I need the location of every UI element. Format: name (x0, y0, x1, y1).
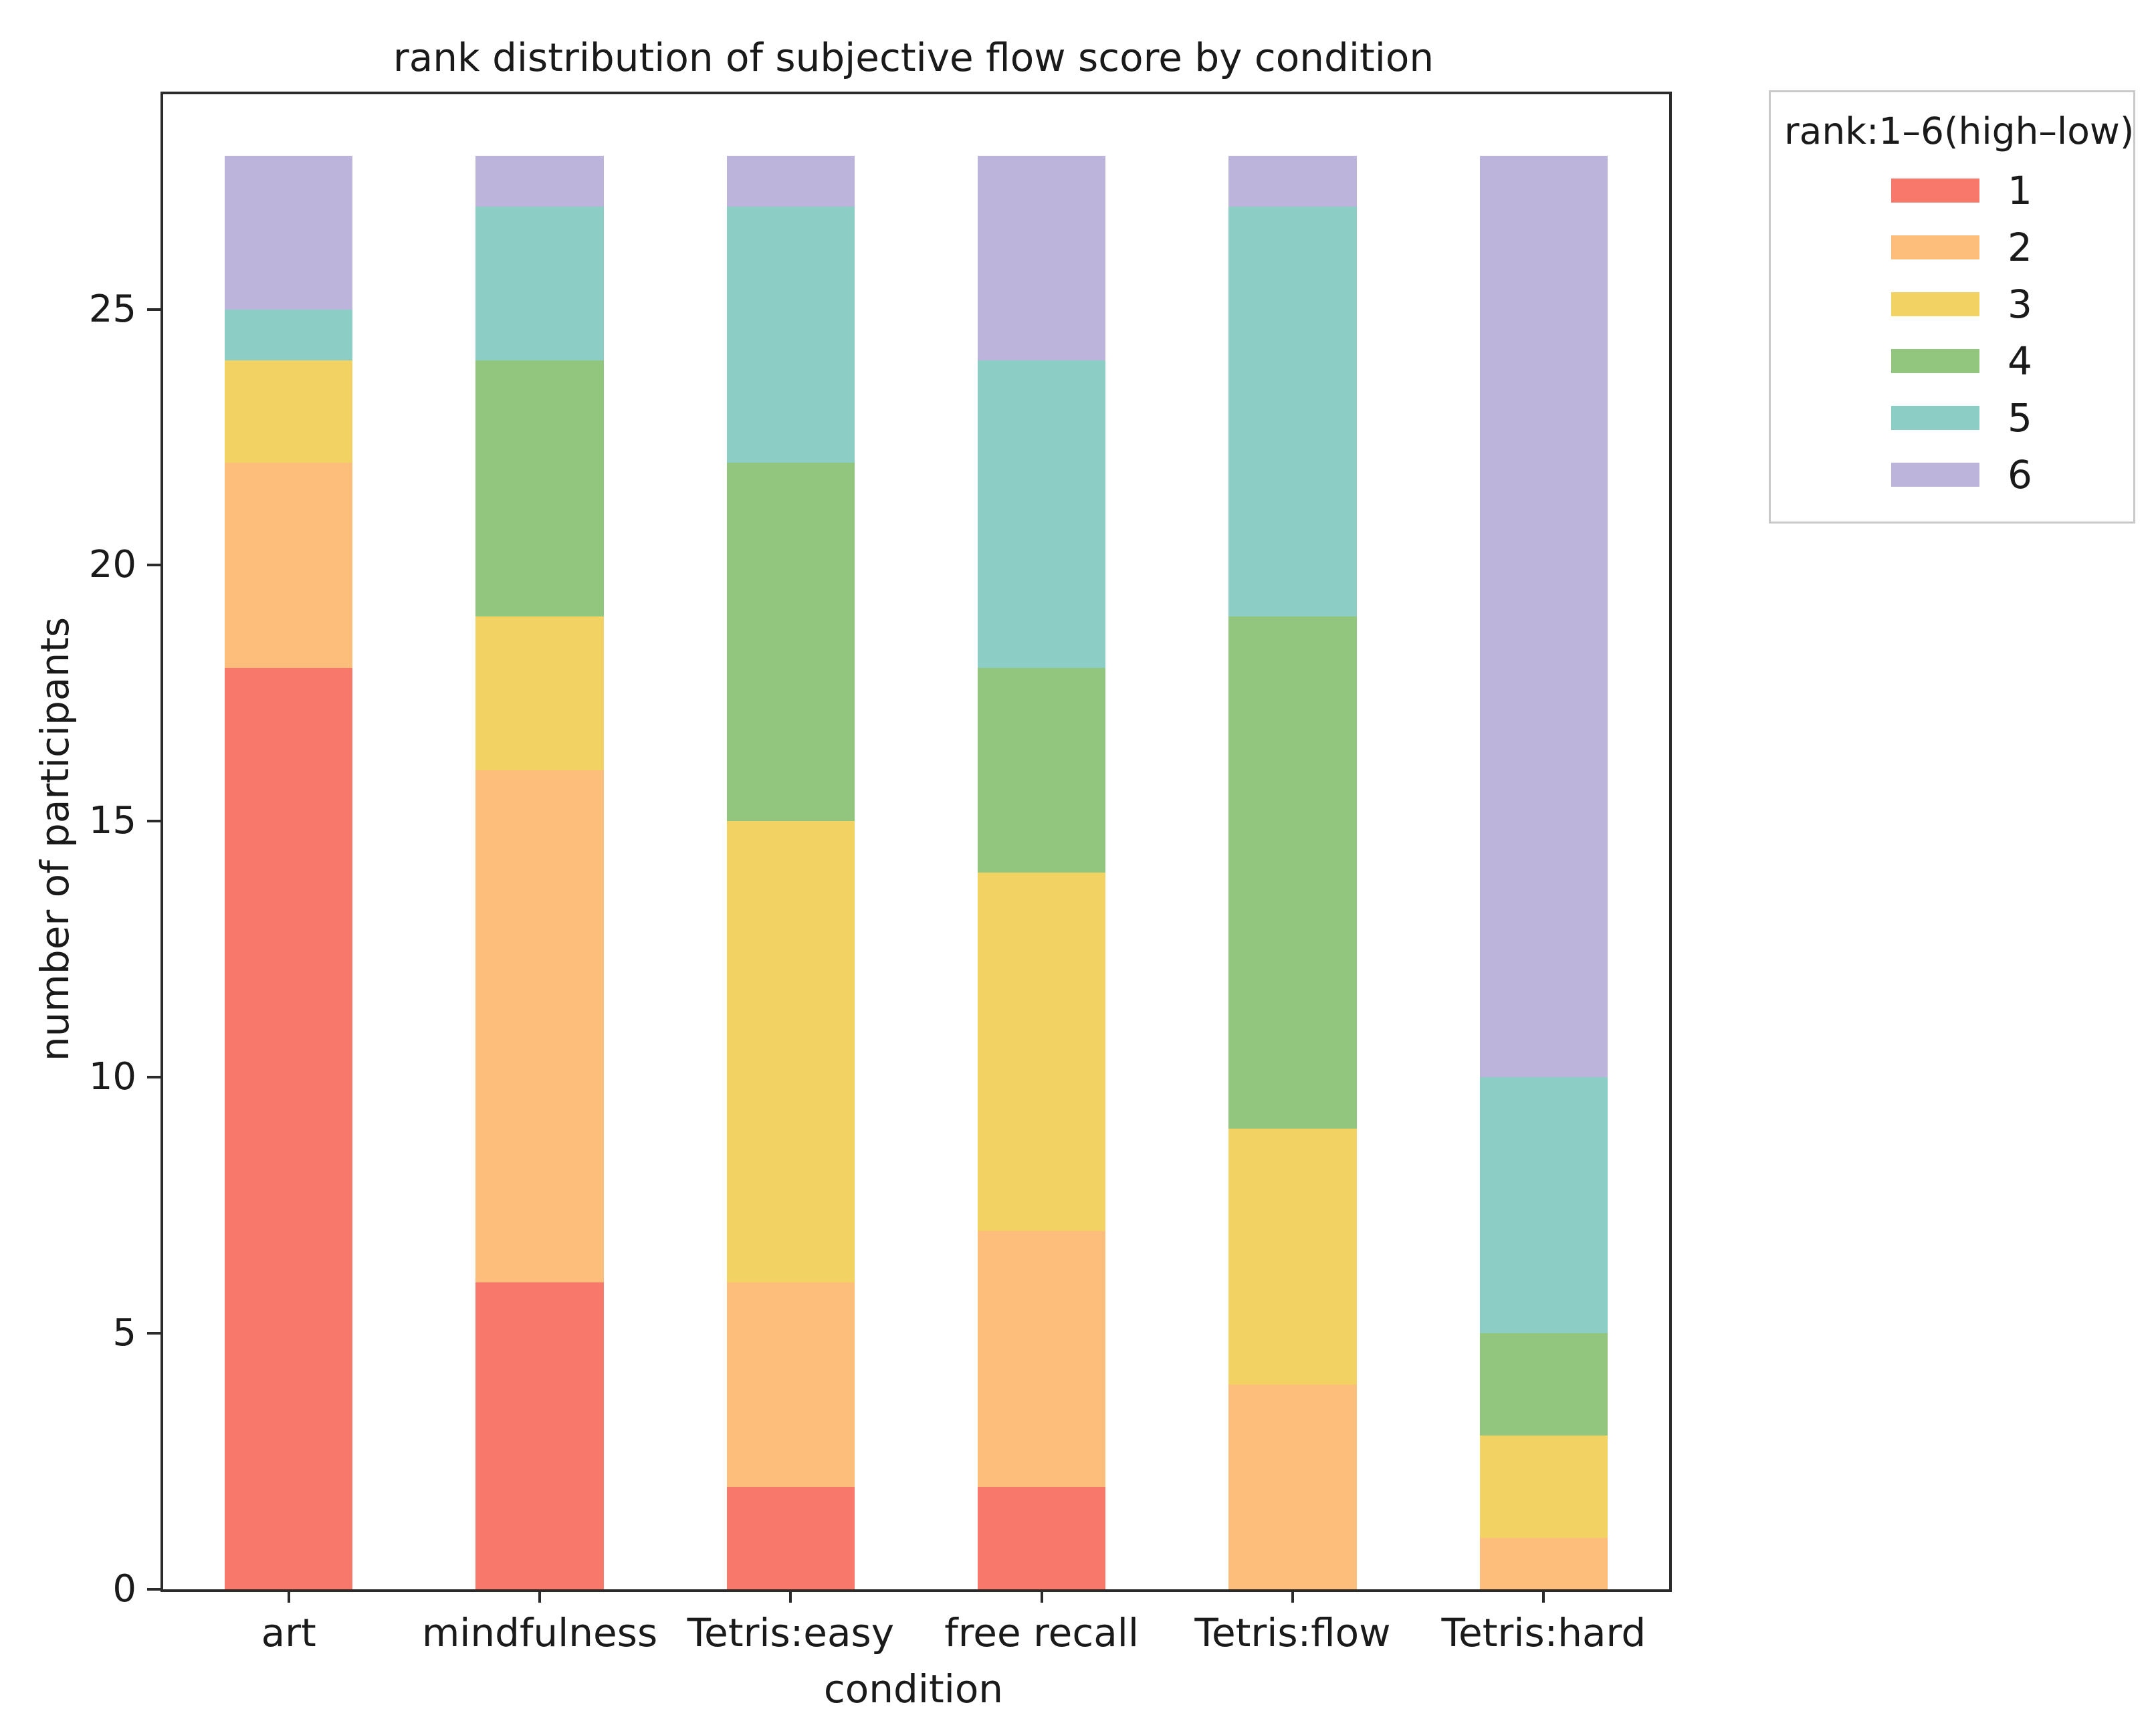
legend-item-label: 2 (2008, 224, 2032, 270)
y-tick-mark (147, 1588, 160, 1591)
x-tick-mark (538, 1589, 541, 1603)
bar-segment-tetris-flow-rank-4 (1228, 616, 1357, 1129)
bar-segment-mindfulness-rank-1 (475, 1282, 604, 1589)
bar-segment-tetris-hard-rank-5 (1479, 1077, 1608, 1334)
legend-item-rank-3: 3 (1784, 275, 2120, 332)
legend-swatch-rank-5 (1891, 405, 1979, 430)
x-axis-label: condition (823, 1666, 1004, 1712)
bar-segment-mindfulness-rank-3 (475, 616, 604, 770)
chart-title: rank distribution of subjective flow sco… (393, 35, 1434, 80)
legend-item-rank-5: 5 (1784, 389, 2120, 446)
bar-segment-mindfulness-rank-5 (475, 207, 604, 361)
legend-item-label: 3 (2008, 281, 2032, 327)
x-tick-label-tetris-easy: Tetris:easy (687, 1610, 895, 1655)
y-tick-label: 5 (112, 1311, 136, 1355)
y-tick-label: 20 (88, 543, 136, 587)
y-tick-label: 25 (88, 287, 136, 331)
y-tick-label: 10 (88, 1055, 136, 1099)
legend-swatch-rank-4 (1891, 348, 1979, 373)
y-tick-mark (147, 1076, 160, 1079)
bar-segment-art-rank-6 (224, 155, 353, 310)
legend-item-rank-2: 2 (1784, 219, 2120, 275)
x-tick-label-art: art (261, 1610, 316, 1655)
bar-segment-free-recall-rank-5 (977, 360, 1106, 668)
x-tick-mark (789, 1589, 792, 1603)
legend-swatch-rank-6 (1891, 462, 1979, 487)
bar-segment-mindfulness-rank-4 (475, 360, 604, 617)
bar-segment-art-rank-1 (224, 667, 353, 1589)
legend-item-rank-6: 6 (1784, 446, 2120, 503)
y-tick-mark (147, 564, 160, 567)
bar-segment-tetris-easy-rank-4 (726, 463, 855, 822)
x-tick-mark (1040, 1589, 1043, 1603)
bar-segment-tetris-easy-rank-1 (726, 1486, 855, 1589)
y-tick-label: 15 (88, 799, 136, 843)
bar-segment-art-rank-5 (224, 309, 353, 361)
y-tick-label: 0 (112, 1567, 136, 1611)
legend-item-label: 6 (2008, 451, 2032, 497)
bar-segment-tetris-flow-rank-3 (1228, 1128, 1357, 1385)
x-tick-label-free-recall: free recall (944, 1610, 1140, 1655)
bar-segment-free-recall-rank-4 (977, 667, 1106, 873)
y-tick-mark (147, 820, 160, 823)
legend-item-label: 4 (2008, 338, 2032, 384)
bar-segment-tetris-easy-rank-5 (726, 207, 855, 463)
x-tick-mark (287, 1589, 290, 1603)
bar-segment-mindfulness-rank-2 (475, 770, 604, 1282)
legend-swatch-rank-2 (1891, 235, 1979, 259)
legend-swatch-rank-1 (1891, 178, 1979, 203)
bar-segment-tetris-easy-rank-6 (726, 155, 855, 207)
bar-segment-art-rank-2 (224, 463, 353, 668)
x-tick-label-mindfulness: mindfulness (421, 1610, 658, 1655)
x-tick-label-tetris-hard: Tetris:hard (1441, 1610, 1646, 1655)
legend-item-rank-4: 4 (1784, 332, 2120, 389)
legend-items: 1 2 3 4 5 6 (1784, 162, 2120, 503)
legend-title: rank:1–6(high–low) (1784, 110, 2135, 152)
bar-segment-free-recall-rank-6 (977, 155, 1106, 361)
bar-segment-tetris-easy-rank-2 (726, 1282, 855, 1487)
bar-segment-tetris-hard-rank-3 (1479, 1436, 1608, 1538)
legend: rank:1–6(high–low) 1 2 3 4 5 6 (1769, 90, 2135, 524)
y-tick-mark (147, 308, 160, 311)
x-tick-label-tetris-flow: Tetris:flow (1194, 1610, 1391, 1655)
bar-segment-free-recall-rank-1 (977, 1486, 1106, 1589)
bar-segment-tetris-flow-rank-6 (1228, 155, 1357, 207)
x-tick-mark (1542, 1589, 1545, 1603)
legend-item-label: 1 (2008, 167, 2032, 213)
legend-item-rank-1: 1 (1784, 162, 2120, 219)
legend-item-label: 5 (2008, 394, 2032, 441)
bar-segment-art-rank-3 (224, 360, 353, 463)
bar-segment-mindfulness-rank-6 (475, 155, 604, 207)
bar-segment-free-recall-rank-3 (977, 872, 1106, 1231)
y-tick-mark (147, 1332, 160, 1335)
bar-segment-tetris-hard-rank-6 (1479, 155, 1608, 1078)
bar-segment-free-recall-rank-2 (977, 1230, 1106, 1487)
bar-segment-tetris-hard-rank-4 (1479, 1333, 1608, 1436)
plot-area: 0 5 10 15 20 25 art mindfulness Tetris:easy free … (89, 92, 1672, 1655)
bar-segment-tetris-flow-rank-2 (1228, 1384, 1357, 1589)
legend-swatch-rank-3 (1891, 292, 1979, 316)
bar-segment-tetris-flow-rank-5 (1228, 207, 1357, 617)
bar-segment-tetris-easy-rank-3 (726, 821, 855, 1282)
x-tick-mark (1291, 1589, 1294, 1603)
bar-segment-tetris-hard-rank-2 (1479, 1538, 1608, 1589)
